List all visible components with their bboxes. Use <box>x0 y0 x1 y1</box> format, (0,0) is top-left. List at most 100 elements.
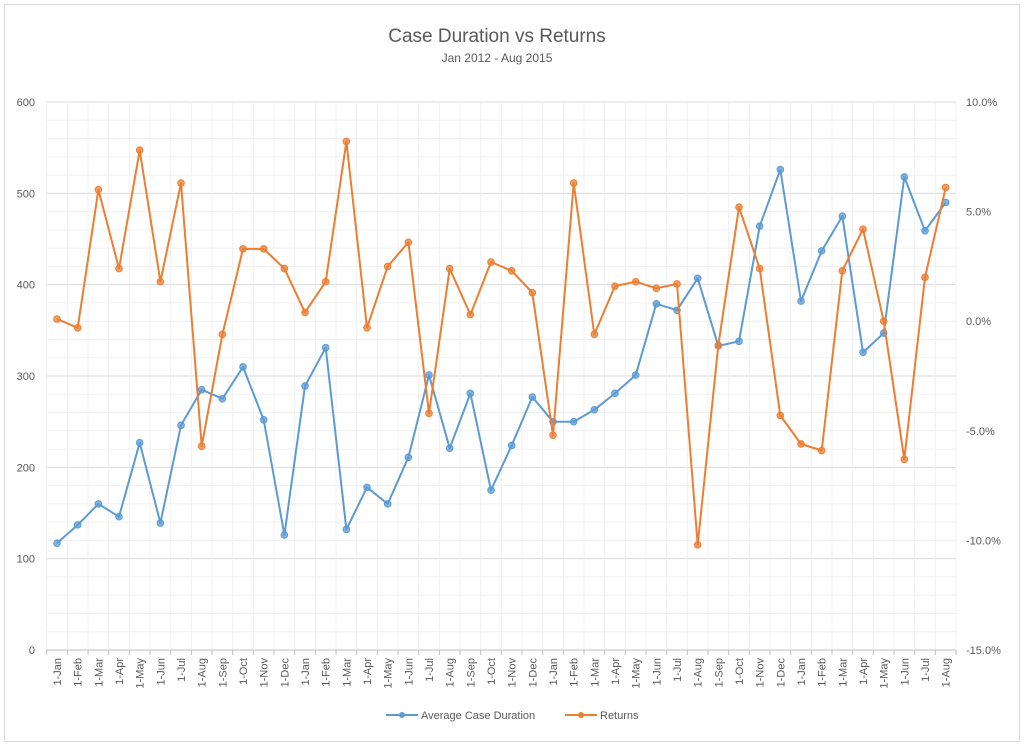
data-point-returns <box>921 273 929 282</box>
y-left-tick-label: 400 <box>17 280 35 292</box>
data-point-returns <box>466 310 475 319</box>
data-point-average-case-duration <box>921 226 929 235</box>
data-point-returns <box>611 282 619 290</box>
y-left-tick-label: 300 <box>17 371 35 383</box>
x-tick-label: 1-Dec <box>279 658 291 688</box>
x-tick-label: 1-Jul <box>672 658 684 682</box>
data-point-average-case-duration <box>53 539 61 547</box>
legend-item-average-case-duration[interactable]: Average Case Duration <box>386 710 535 722</box>
y-right-tick-label: -10.0% <box>966 535 1001 547</box>
legend-label-average-case-duration: Average Case Duration <box>421 710 535 722</box>
data-point-returns <box>383 262 392 271</box>
y-left-tick-label: 0 <box>29 645 35 657</box>
x-tick-label: 1-Feb <box>569 658 581 687</box>
data-point-returns <box>528 288 537 297</box>
data-point-returns <box>280 264 289 273</box>
data-point-average-case-duration <box>383 500 392 508</box>
data-point-average-case-duration <box>776 165 785 174</box>
data-point-average-case-duration <box>425 371 433 379</box>
data-point-returns <box>549 431 557 439</box>
data-point-average-case-duration <box>569 417 578 426</box>
data-point-average-case-duration <box>735 337 743 346</box>
x-tick-label: 1-Aug <box>445 658 457 687</box>
x-tick-label: 1-Jun <box>155 658 167 686</box>
data-point-returns <box>218 330 227 339</box>
legend: Average Case Duration Returns <box>386 710 639 722</box>
x-tick-label: 1-Aug <box>941 658 953 687</box>
data-point-average-case-duration <box>404 453 413 462</box>
data-point-returns <box>735 203 743 212</box>
x-tick-label: 1-Sep <box>217 658 229 687</box>
data-point-returns <box>714 341 723 350</box>
x-tick-label: 1-Apr <box>610 658 622 685</box>
x-tick-label: 1-Mar <box>341 658 353 687</box>
data-point-average-case-duration <box>466 389 475 398</box>
x-tick-label: 1-Oct <box>486 658 498 685</box>
legend-marker-blue <box>399 712 405 718</box>
data-point-average-case-duration <box>693 274 702 283</box>
legend-marker-orange <box>578 712 584 718</box>
x-tick-label: 1-Jan <box>796 658 808 686</box>
x-tick-label: 1-Jun <box>651 658 663 686</box>
x-tick-label: 1-Feb <box>321 658 333 687</box>
x-tick-label: 1-Jul <box>920 658 932 682</box>
x-tick-label: 1-Sep <box>465 658 477 687</box>
data-point-returns <box>776 411 785 420</box>
chart-frame <box>4 4 1020 742</box>
data-point-returns <box>797 440 805 448</box>
chart-subtitle: Jan 2012 - Aug 2015 <box>442 51 553 65</box>
data-point-returns <box>879 317 888 326</box>
data-point-returns <box>590 330 599 339</box>
data-point-average-case-duration <box>156 519 165 527</box>
x-tick-label: 1-May <box>879 658 891 689</box>
gridlines <box>46 101 957 655</box>
data-point-returns <box>693 540 702 549</box>
data-point-average-case-duration <box>177 421 185 430</box>
x-tick-label: 1-Dec <box>527 658 539 688</box>
data-point-returns <box>507 266 516 275</box>
data-point-average-case-duration <box>590 405 599 414</box>
data-point-average-case-duration <box>859 348 867 357</box>
data-point-average-case-duration <box>528 393 537 401</box>
data-point-returns <box>569 179 578 187</box>
x-tick-label: 1-Nov <box>507 658 519 688</box>
data-point-average-case-duration <box>900 173 909 181</box>
x-tick-label: 1-Apr <box>362 658 374 685</box>
data-point-returns <box>673 280 681 288</box>
x-tick-label: 1-May <box>135 658 147 689</box>
x-tick-label: 1-Nov <box>259 658 271 688</box>
data-point-average-case-duration <box>755 222 764 231</box>
data-point-average-case-duration <box>838 212 847 220</box>
x-tick-label: 1-Aug <box>693 658 705 687</box>
data-point-average-case-duration <box>445 444 454 452</box>
data-point-average-case-duration <box>280 531 289 539</box>
data-point-returns <box>94 185 103 194</box>
data-point-average-case-duration <box>259 416 268 424</box>
data-point-returns <box>135 146 144 155</box>
x-tick-label: 1-Feb <box>73 658 85 687</box>
y-left-tick-label: 200 <box>17 462 35 474</box>
x-tick-label: 1-Jan <box>52 658 64 686</box>
series-line-returns <box>56 140 947 546</box>
legend-label-returns: Returns <box>600 710 639 722</box>
data-point-returns <box>321 277 330 286</box>
data-point-average-case-duration <box>321 343 330 352</box>
series-layer <box>53 137 950 549</box>
data-point-returns <box>156 277 165 286</box>
data-point-returns <box>363 323 371 332</box>
chart-title: Case Duration vs Returns <box>388 26 606 47</box>
data-point-average-case-duration <box>487 486 495 494</box>
data-point-average-case-duration <box>631 371 640 379</box>
data-point-returns <box>425 409 433 418</box>
data-point-returns <box>177 179 185 187</box>
y-right-tick-label: 0.0% <box>966 316 991 328</box>
x-tick-label: 1-Mar <box>589 658 601 687</box>
x-tick-label: 1-Jun <box>899 658 911 686</box>
data-point-returns <box>239 245 247 253</box>
y-left-tick-label: 100 <box>17 554 35 566</box>
y-right-tick-label: -5.0% <box>966 426 995 438</box>
axis-ticks: 0 100 200 300 400 500 600 -15.0% -10.0% -5.0% 0.0%… <box>17 97 1001 689</box>
data-point-returns <box>817 446 826 455</box>
legend-item-returns[interactable]: Returns <box>565 710 639 722</box>
